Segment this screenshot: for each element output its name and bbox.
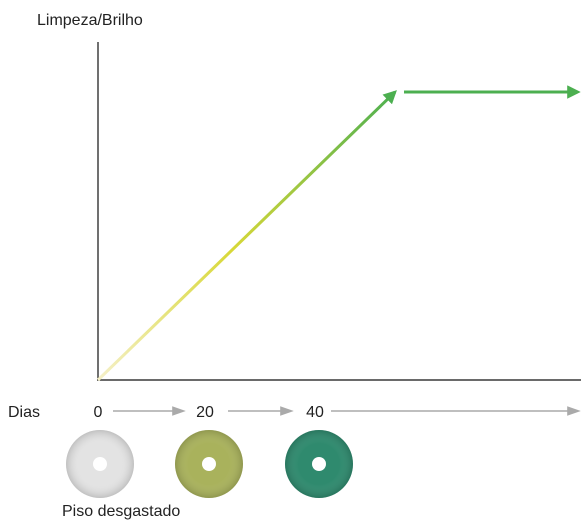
olive-floor-pad-icon bbox=[175, 430, 243, 498]
y-axis-label: Limpeza/Brilho bbox=[37, 12, 143, 29]
green-floor-pad-icon bbox=[285, 430, 353, 498]
x-tick-label: 40 bbox=[306, 404, 324, 421]
x-tick-label: 0 bbox=[94, 404, 103, 421]
series-layer bbox=[96, 85, 581, 382]
series-line-rising bbox=[96, 90, 397, 382]
white-floor-pad-icon bbox=[66, 430, 134, 498]
pads-layer bbox=[66, 430, 353, 498]
x-tick-layer: 0 20 40 bbox=[94, 404, 581, 421]
pad-caption: Piso desgastado bbox=[62, 503, 180, 520]
x-tick-label: 20 bbox=[196, 404, 214, 421]
x-axis-label: Dias bbox=[8, 404, 40, 421]
